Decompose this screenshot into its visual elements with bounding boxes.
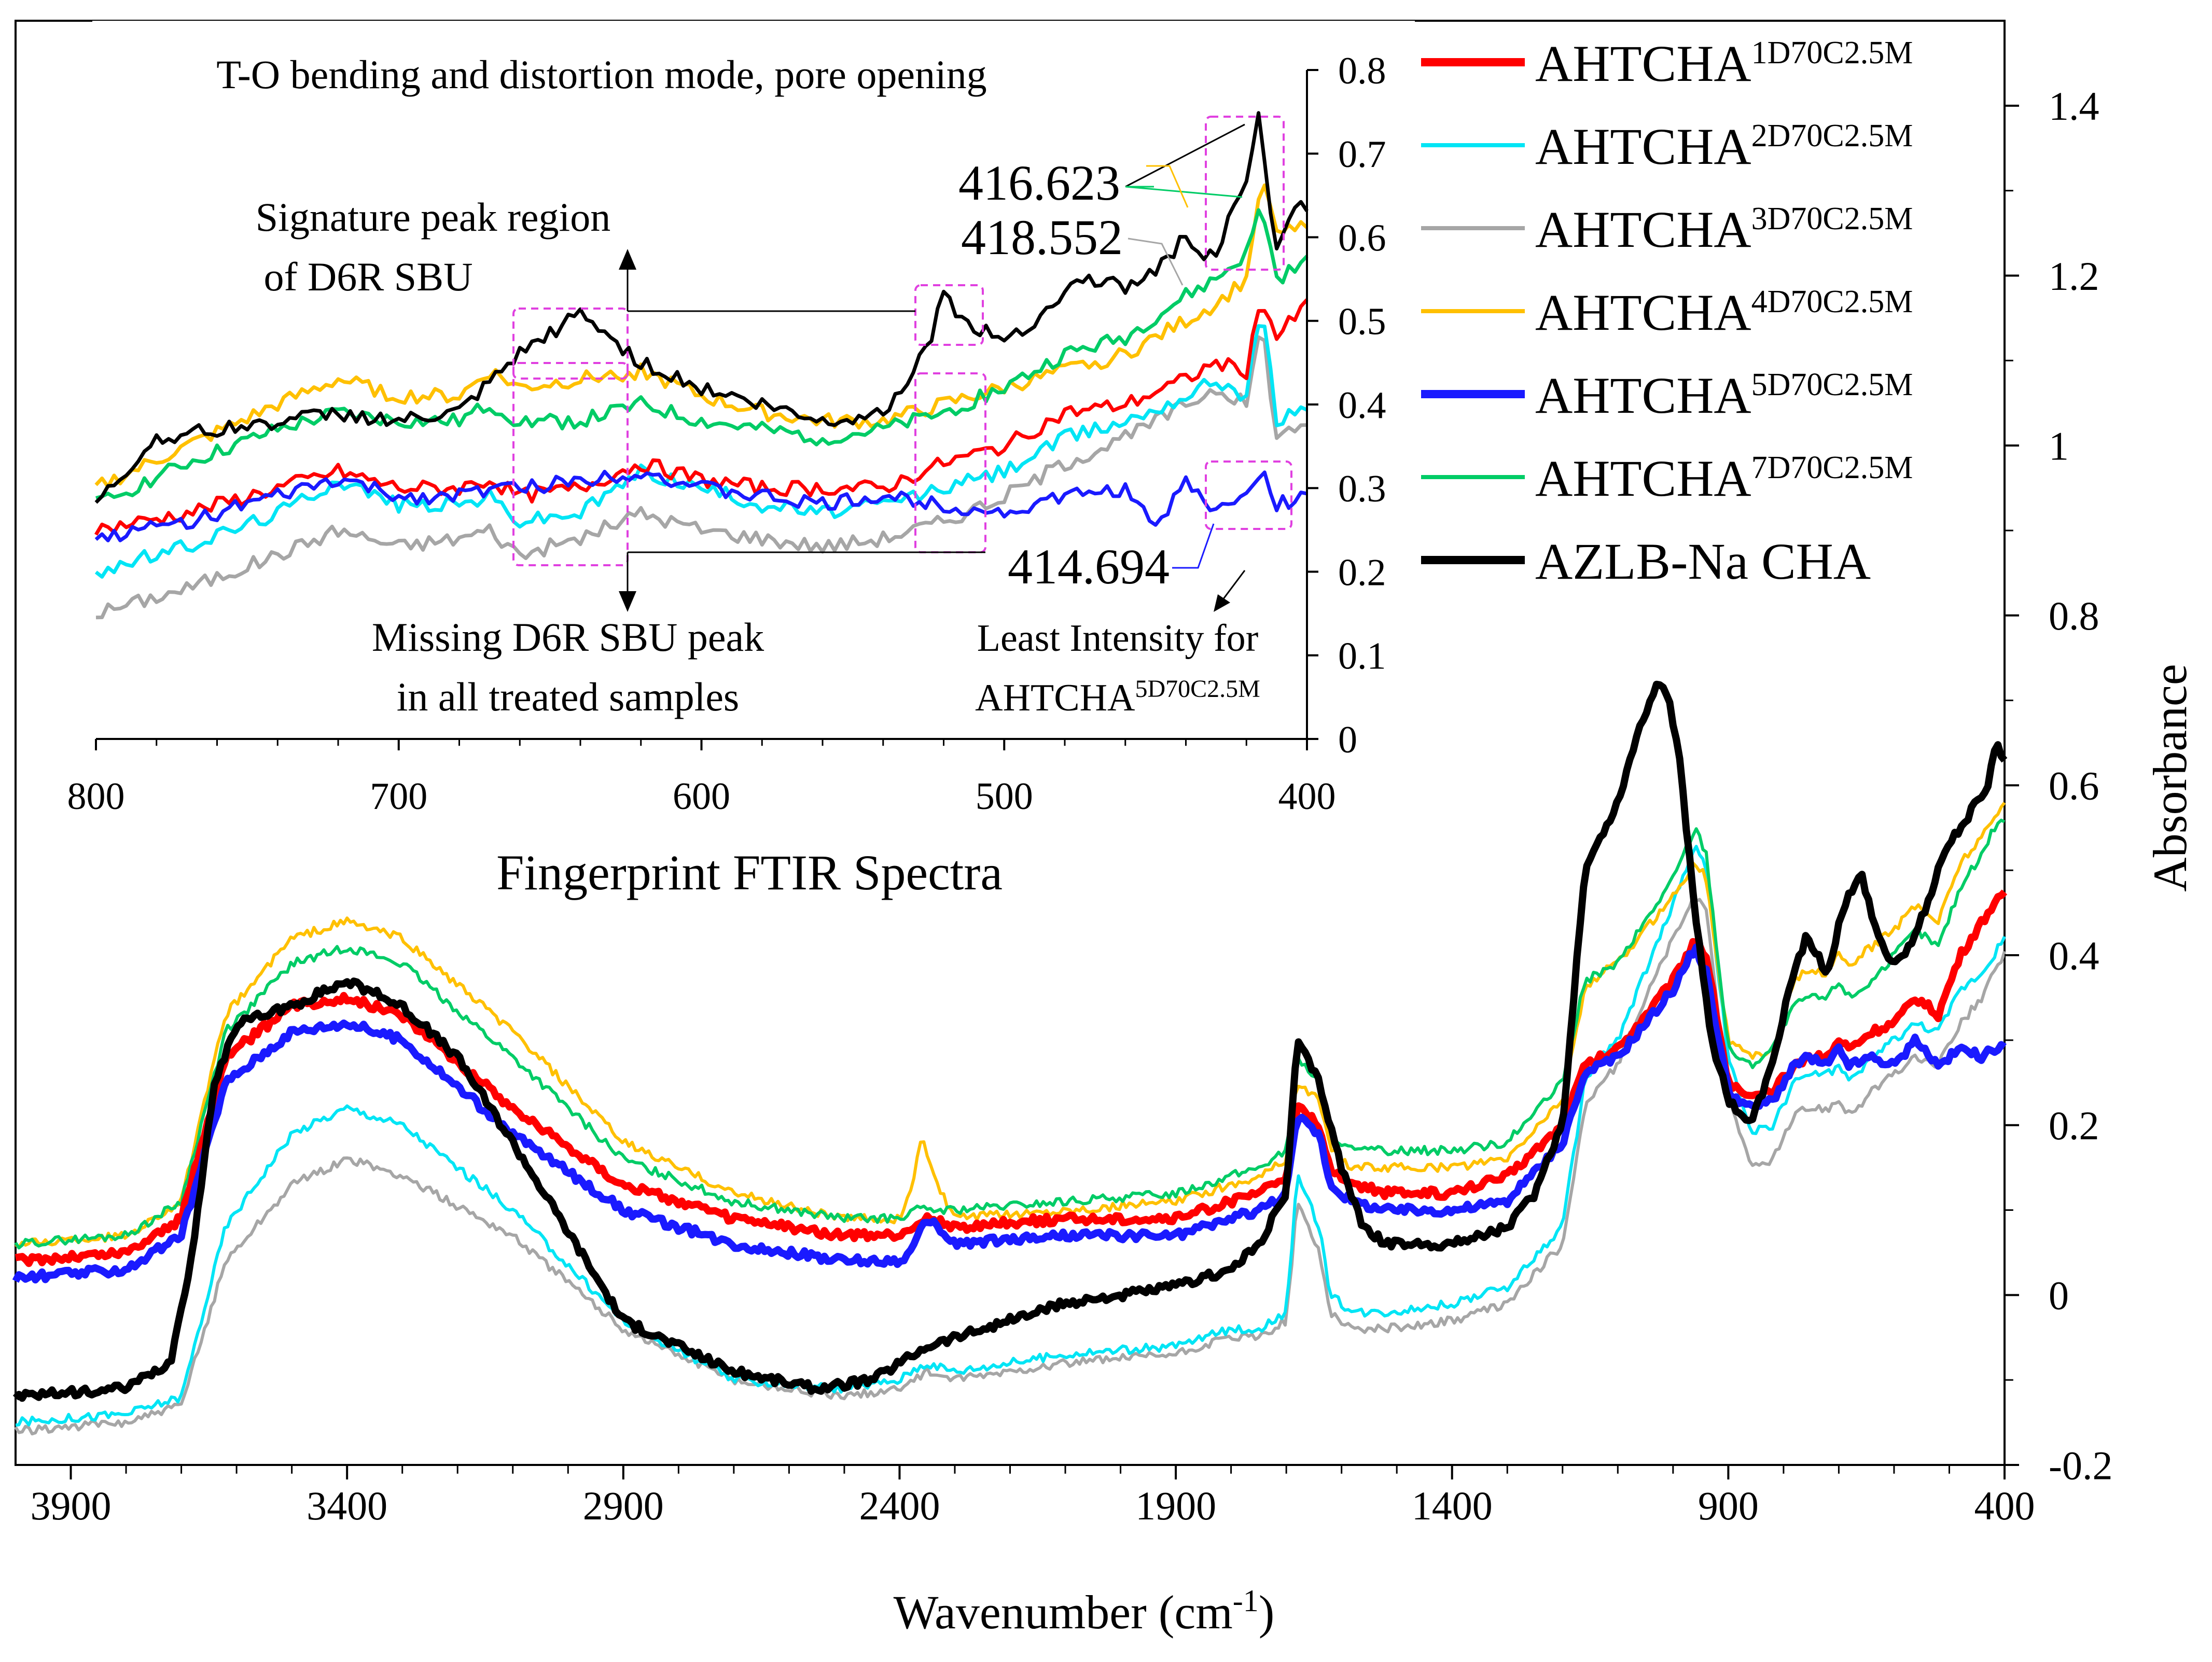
inset-y-axis: 0 0.1 0.2 0.3 0.4 0.5 0.6 0.7 0.8 — [1307, 50, 1386, 761]
y-tick-label: 1.4 — [2049, 83, 2099, 129]
x-tick-label: 900 — [1698, 1483, 1759, 1528]
x-tick-label: 500 — [976, 775, 1033, 818]
main-chart: 3900 3400 2900 2400 1900 1400 900 400 -0.200.20… — [12, 20, 2196, 1639]
arrow-down-head — [619, 591, 636, 612]
y-tick-label: 0.2 — [2049, 1103, 2099, 1148]
y-tick-label: 1 — [2049, 423, 2069, 468]
y-tick-label: 0.1 — [1338, 635, 1386, 678]
least-label-line2: AHTCHA5D70C2.5M — [975, 675, 1260, 720]
least-label-line1: Least Intensity for — [977, 617, 1259, 660]
legend-label-3D: AHTCHA3D70C2.5M — [1535, 201, 1913, 258]
highlight-boxes — [512, 116, 1292, 566]
x-tick-label: 400 — [1278, 775, 1336, 818]
peak-label-418: 418.552 — [961, 210, 1123, 265]
y-tick-label: 0.7 — [1338, 133, 1386, 176]
y-tick-label: 0.8 — [2049, 593, 2099, 638]
connector-lines — [627, 259, 985, 596]
x-tick-label: 400 — [1974, 1483, 2035, 1528]
y-tick-label: 0.3 — [1338, 468, 1386, 510]
main-series-line-4D — [15, 802, 2006, 1249]
inset-series-line-1D — [94, 298, 1309, 536]
x-tick-label: 2900 — [583, 1483, 664, 1528]
inset-x-axis: 800 700 600 500 400 — [67, 739, 1336, 818]
pointer-416-black — [1125, 123, 1245, 188]
y-tick-label: 0.6 — [1338, 217, 1386, 259]
main-series-line-7D — [14, 818, 2006, 1250]
y-tick-label: 1.2 — [2049, 254, 2099, 299]
inset-title: T-O bending and distortion mode, pore op… — [216, 52, 986, 97]
box-414 — [1205, 460, 1292, 530]
y-tick-label: 0.5 — [1338, 301, 1386, 343]
y-tick-label: 0 — [1338, 719, 1357, 761]
x-tick-label: 1400 — [1412, 1483, 1493, 1528]
main-series-line-Na — [12, 680, 2008, 1402]
main-series-line-3D — [14, 895, 2006, 1435]
main-x-axis-label: Wavenumber (cm-1) — [894, 1584, 1275, 1639]
inset-x-axis-label: Fingerprint FTIR Spectra — [496, 845, 1003, 900]
main-series-line-5D — [12, 943, 2007, 1283]
inset-series-line-Na — [94, 111, 1309, 504]
inset-series-line-3D — [95, 335, 1307, 620]
peak-label-416: 416.623 — [958, 155, 1120, 211]
main-series-group — [12, 680, 2008, 1435]
y-tick-label: 0 — [2049, 1273, 2069, 1318]
pointer-414-blue — [1172, 523, 1215, 569]
peak-pointer-lines — [1125, 123, 1246, 602]
inset-background — [92, 21, 1415, 778]
y-tick-label: 0.6 — [2049, 763, 2099, 808]
missing-label-line1: Missing D6R SBU peak — [372, 614, 764, 660]
inset-series-line-2D — [94, 324, 1308, 579]
x-tick-label: 3900 — [31, 1483, 112, 1528]
x-tick-label: 1900 — [1135, 1483, 1216, 1528]
x-tick-label: 700 — [370, 775, 427, 818]
inset-series-group — [94, 111, 1309, 620]
pointer-least — [1220, 570, 1246, 602]
legend-label-1D: AHTCHA1D70C2.5M — [1535, 35, 1913, 92]
signature-label-line2: of D6R SBU — [263, 254, 472, 299]
inset-chart: 800 700 600 500 400 0 0.1 0.2 0.3 0.4 0.5 0.6 0.7 0.… — [67, 21, 1415, 900]
inset-series-line-5D — [94, 469, 1307, 542]
pointer-least-head — [1214, 594, 1230, 612]
legend: AHTCHA1D70C2.5M AHTCHA2D70C2.5M AHTCHA3D70… — [1421, 35, 1913, 590]
signature-label-line1: Signature peak region — [256, 194, 610, 240]
x-tick-label: 2400 — [859, 1483, 940, 1528]
x-tick-label: 800 — [67, 775, 125, 818]
legend-label-Na: AZLB-Na CHA — [1535, 533, 1871, 590]
inset-series-line-7D — [95, 208, 1309, 500]
y-tick-label: 0.2 — [1338, 551, 1386, 594]
x-tick-label: 3400 — [307, 1483, 387, 1528]
x-tick-label: 600 — [673, 775, 730, 818]
legend-label-7D: AHTCHA7D70C2.5M — [1535, 450, 1913, 507]
d6r-box-black — [512, 308, 629, 380]
pointer-416-yellow — [1146, 165, 1189, 208]
main-series-line-2D — [15, 845, 2006, 1427]
missing-label-line2: in all treated samples — [397, 674, 740, 719]
d6r-box-treated — [512, 362, 629, 566]
legend-label-5D: AHTCHA5D70C2.5M — [1535, 367, 1913, 424]
arrow-up-head — [619, 249, 636, 270]
peak-label-414: 414.694 — [1008, 539, 1170, 594]
legend-label-2D: AHTCHA2D70C2.5M — [1535, 118, 1913, 175]
y-tick-label: -0.2 — [2049, 1443, 2112, 1488]
main-x-axis: 3900 3400 2900 2400 1900 1400 900 400 — [31, 1465, 2035, 1528]
y-tick-label: 0.4 — [1338, 384, 1386, 427]
pointer-418-gray — [1128, 238, 1184, 286]
legend-label-4D: AHTCHA4D70C2.5M — [1535, 284, 1913, 341]
y-tick-label: 0.4 — [2049, 933, 2099, 978]
main-y-axis-label: Absorbance — [2144, 664, 2196, 891]
pointer-416-green — [1125, 186, 1243, 198]
main-series-line-1D — [15, 889, 2008, 1267]
box-525-black — [914, 284, 984, 346]
y-tick-label: 0.8 — [1338, 50, 1386, 92]
main-y-axis: -0.2 0 0.2 0.4 0.6 0.8 1 1.2 1.4 — [2005, 83, 2112, 1488]
